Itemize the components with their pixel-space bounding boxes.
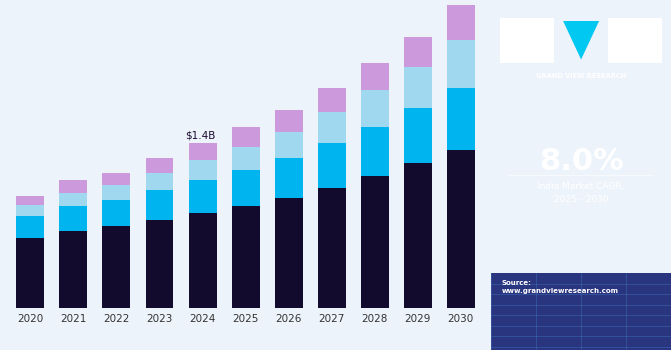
Bar — [404, 37, 431, 66]
Bar — [447, 5, 475, 40]
Bar — [231, 147, 260, 170]
Bar — [16, 238, 44, 308]
Bar — [231, 127, 260, 147]
Bar — [16, 205, 44, 216]
Bar — [361, 176, 389, 308]
Bar — [231, 206, 260, 308]
Bar — [447, 88, 475, 150]
Bar — [317, 112, 346, 143]
Bar — [189, 213, 217, 308]
Bar — [361, 63, 389, 90]
Bar — [189, 180, 217, 213]
FancyBboxPatch shape — [491, 273, 671, 350]
Text: India Market CAGR,
2025 - 2030: India Market CAGR, 2025 - 2030 — [537, 182, 625, 204]
Text: Source:
www.grandviewresearch.com: Source: www.grandviewresearch.com — [502, 280, 619, 294]
Bar — [404, 108, 431, 163]
Bar — [60, 206, 87, 231]
Bar — [231, 170, 260, 206]
Bar — [103, 200, 130, 226]
Bar — [274, 110, 303, 132]
Bar — [274, 158, 303, 198]
Bar — [16, 216, 44, 238]
Bar — [447, 40, 475, 88]
Bar — [317, 88, 346, 112]
Bar — [361, 127, 389, 176]
Bar — [274, 198, 303, 308]
Bar — [60, 180, 87, 193]
Bar — [189, 160, 217, 180]
Bar — [146, 158, 174, 173]
Text: $1.4B: $1.4B — [185, 131, 215, 141]
Bar — [60, 193, 87, 206]
Bar — [317, 188, 346, 308]
Bar — [60, 231, 87, 308]
Bar — [404, 163, 431, 308]
Bar — [361, 90, 389, 127]
Bar — [103, 185, 130, 200]
Bar — [146, 173, 174, 190]
Bar — [317, 143, 346, 188]
Bar — [146, 220, 174, 308]
Bar — [189, 143, 217, 160]
Text: 8.0%: 8.0% — [539, 147, 623, 176]
Bar — [103, 173, 130, 185]
Bar — [16, 196, 44, 205]
Bar — [103, 226, 130, 308]
FancyBboxPatch shape — [608, 18, 662, 63]
FancyBboxPatch shape — [500, 18, 554, 63]
Polygon shape — [563, 21, 599, 60]
Bar — [146, 190, 174, 220]
Text: GRAND VIEW RESEARCH: GRAND VIEW RESEARCH — [536, 74, 626, 79]
Bar — [404, 66, 431, 108]
Bar — [447, 150, 475, 308]
Bar — [274, 132, 303, 158]
